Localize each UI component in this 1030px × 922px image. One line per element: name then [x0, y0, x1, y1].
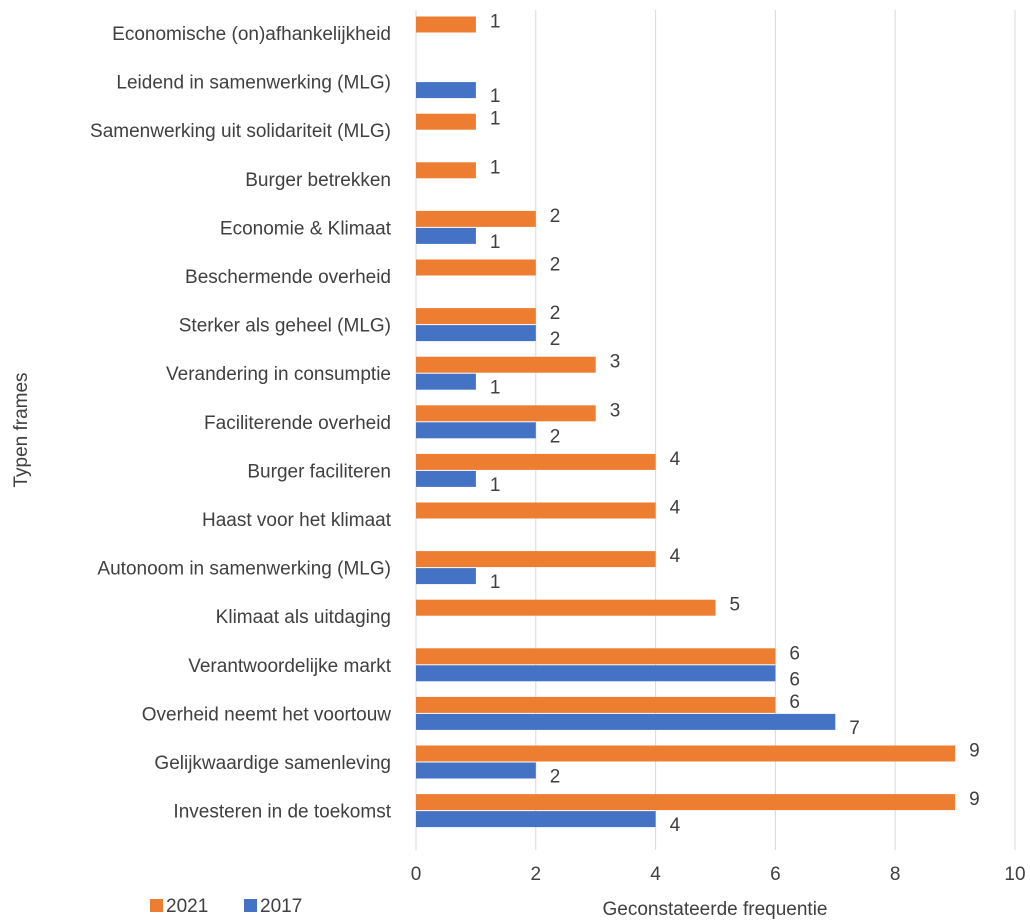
data-label-2021: 9: [969, 789, 980, 810]
data-label-2021: 9: [969, 741, 980, 762]
bar-2017: [416, 422, 536, 439]
data-label-2021: 1: [490, 109, 501, 130]
legend-label-2017: 2017: [260, 896, 302, 917]
data-label-2021: 4: [670, 546, 681, 567]
y-axis-title: Typen frames: [11, 372, 32, 487]
data-label-2017: 1: [490, 475, 501, 496]
data-label-2017: 1: [490, 86, 501, 107]
x-tick-label: 6: [770, 864, 781, 885]
data-label-2021: 3: [610, 400, 621, 421]
legend-label-2021: 2021: [166, 896, 208, 917]
category-label: Autonoom in samenwerking (MLG): [97, 559, 391, 580]
category-label: Economie & Klimaat: [220, 218, 392, 239]
data-label-2017: 7: [849, 718, 860, 739]
data-label-2021: 2: [550, 303, 561, 324]
bar-2017: [416, 373, 476, 390]
data-label-2021: 4: [670, 449, 681, 470]
bar-2021: [416, 648, 776, 665]
data-label-2017: 2: [550, 329, 561, 350]
legend-swatch-2021: [150, 899, 163, 912]
category-label: Burger faciliteren: [247, 461, 391, 482]
data-label-2021: 2: [550, 255, 561, 276]
category-label: Burger betrekken: [245, 170, 391, 191]
data-label-2017: 2: [550, 767, 561, 788]
x-tick-label: 2: [531, 864, 542, 885]
bar-2017: [416, 470, 476, 487]
bar-2021: [416, 745, 956, 762]
legend: 2021 2017: [150, 896, 302, 917]
data-label-2021: 5: [730, 595, 741, 616]
category-label: Sterker als geheel (MLG): [179, 316, 391, 337]
bar-2021: [416, 551, 656, 568]
bar-2021: [416, 502, 656, 519]
bar-2021: [416, 308, 536, 325]
data-label-2021: 4: [670, 498, 681, 519]
data-label-2017: 1: [490, 232, 501, 253]
data-label-2021: 3: [610, 352, 621, 373]
category-label: Leidend in samenwerking (MLG): [116, 73, 391, 94]
category-label: Economische (on)afhankelijkheid: [112, 24, 391, 45]
category-label: Samenwerking uit solidariteit (MLG): [90, 121, 391, 142]
bar-2021: [416, 356, 596, 373]
bar-2021: [416, 453, 656, 470]
category-label: Overheid neemt het voortouw: [142, 704, 392, 725]
bar-2021: [416, 162, 476, 179]
data-label-2017: 1: [490, 378, 501, 399]
bar-2021: [416, 599, 716, 616]
bar-2021: [416, 405, 596, 422]
category-label: Beschermende overheid: [185, 267, 391, 288]
legend-swatch-2017: [244, 899, 257, 912]
bar-2021: [416, 210, 536, 227]
x-tick-label: 8: [890, 864, 901, 885]
data-label-2021: 6: [789, 692, 800, 713]
data-label-2017: 4: [670, 815, 681, 836]
category-label: Gelijkwaardige samenleving: [154, 753, 391, 774]
bar-2021: [416, 696, 776, 713]
category-label: Verandering in consumptie: [166, 364, 391, 385]
bar-2017: [416, 811, 656, 828]
category-label: Faciliterende overheid: [204, 413, 391, 434]
bar-2017: [416, 713, 836, 730]
bar-2017: [416, 82, 476, 99]
bar-2017: [416, 665, 776, 682]
data-label-2021: 1: [490, 12, 501, 33]
data-label-2021: 1: [490, 157, 501, 178]
category-label: Klimaat als uitdaging: [216, 607, 391, 628]
category-label: Haast voor het klimaat: [202, 510, 392, 531]
category-labels: Economische (on)afhankelijkheid Leidend i…: [90, 24, 392, 823]
bar-2017: [416, 227, 476, 244]
bar-2017: [416, 762, 536, 779]
data-label-2017: 6: [789, 669, 800, 690]
bar-2017: [416, 325, 536, 342]
bar-2021: [416, 113, 476, 130]
x-tick-label: 10: [1004, 864, 1025, 885]
category-label: Investeren in de toekomst: [173, 802, 391, 823]
bar-2021: [416, 16, 476, 33]
data-label-2021: 2: [550, 206, 561, 227]
bars: [416, 16, 956, 828]
bar-2021: [416, 794, 956, 811]
x-tick-label: 0: [411, 864, 422, 885]
data-label-2021: 6: [789, 643, 800, 664]
bar-2017: [416, 568, 476, 585]
data-label-2017: 1: [490, 572, 501, 593]
x-tick-label: 4: [650, 864, 661, 885]
category-label: Verantwoordelijke markt: [188, 656, 391, 677]
x-axis-title: Geconstateerde frequentie: [603, 899, 828, 920]
data-label-2017: 2: [550, 426, 561, 447]
bar-2021: [416, 259, 536, 276]
x-tick-labels: 0 2 4 6 8 10: [411, 864, 1026, 885]
